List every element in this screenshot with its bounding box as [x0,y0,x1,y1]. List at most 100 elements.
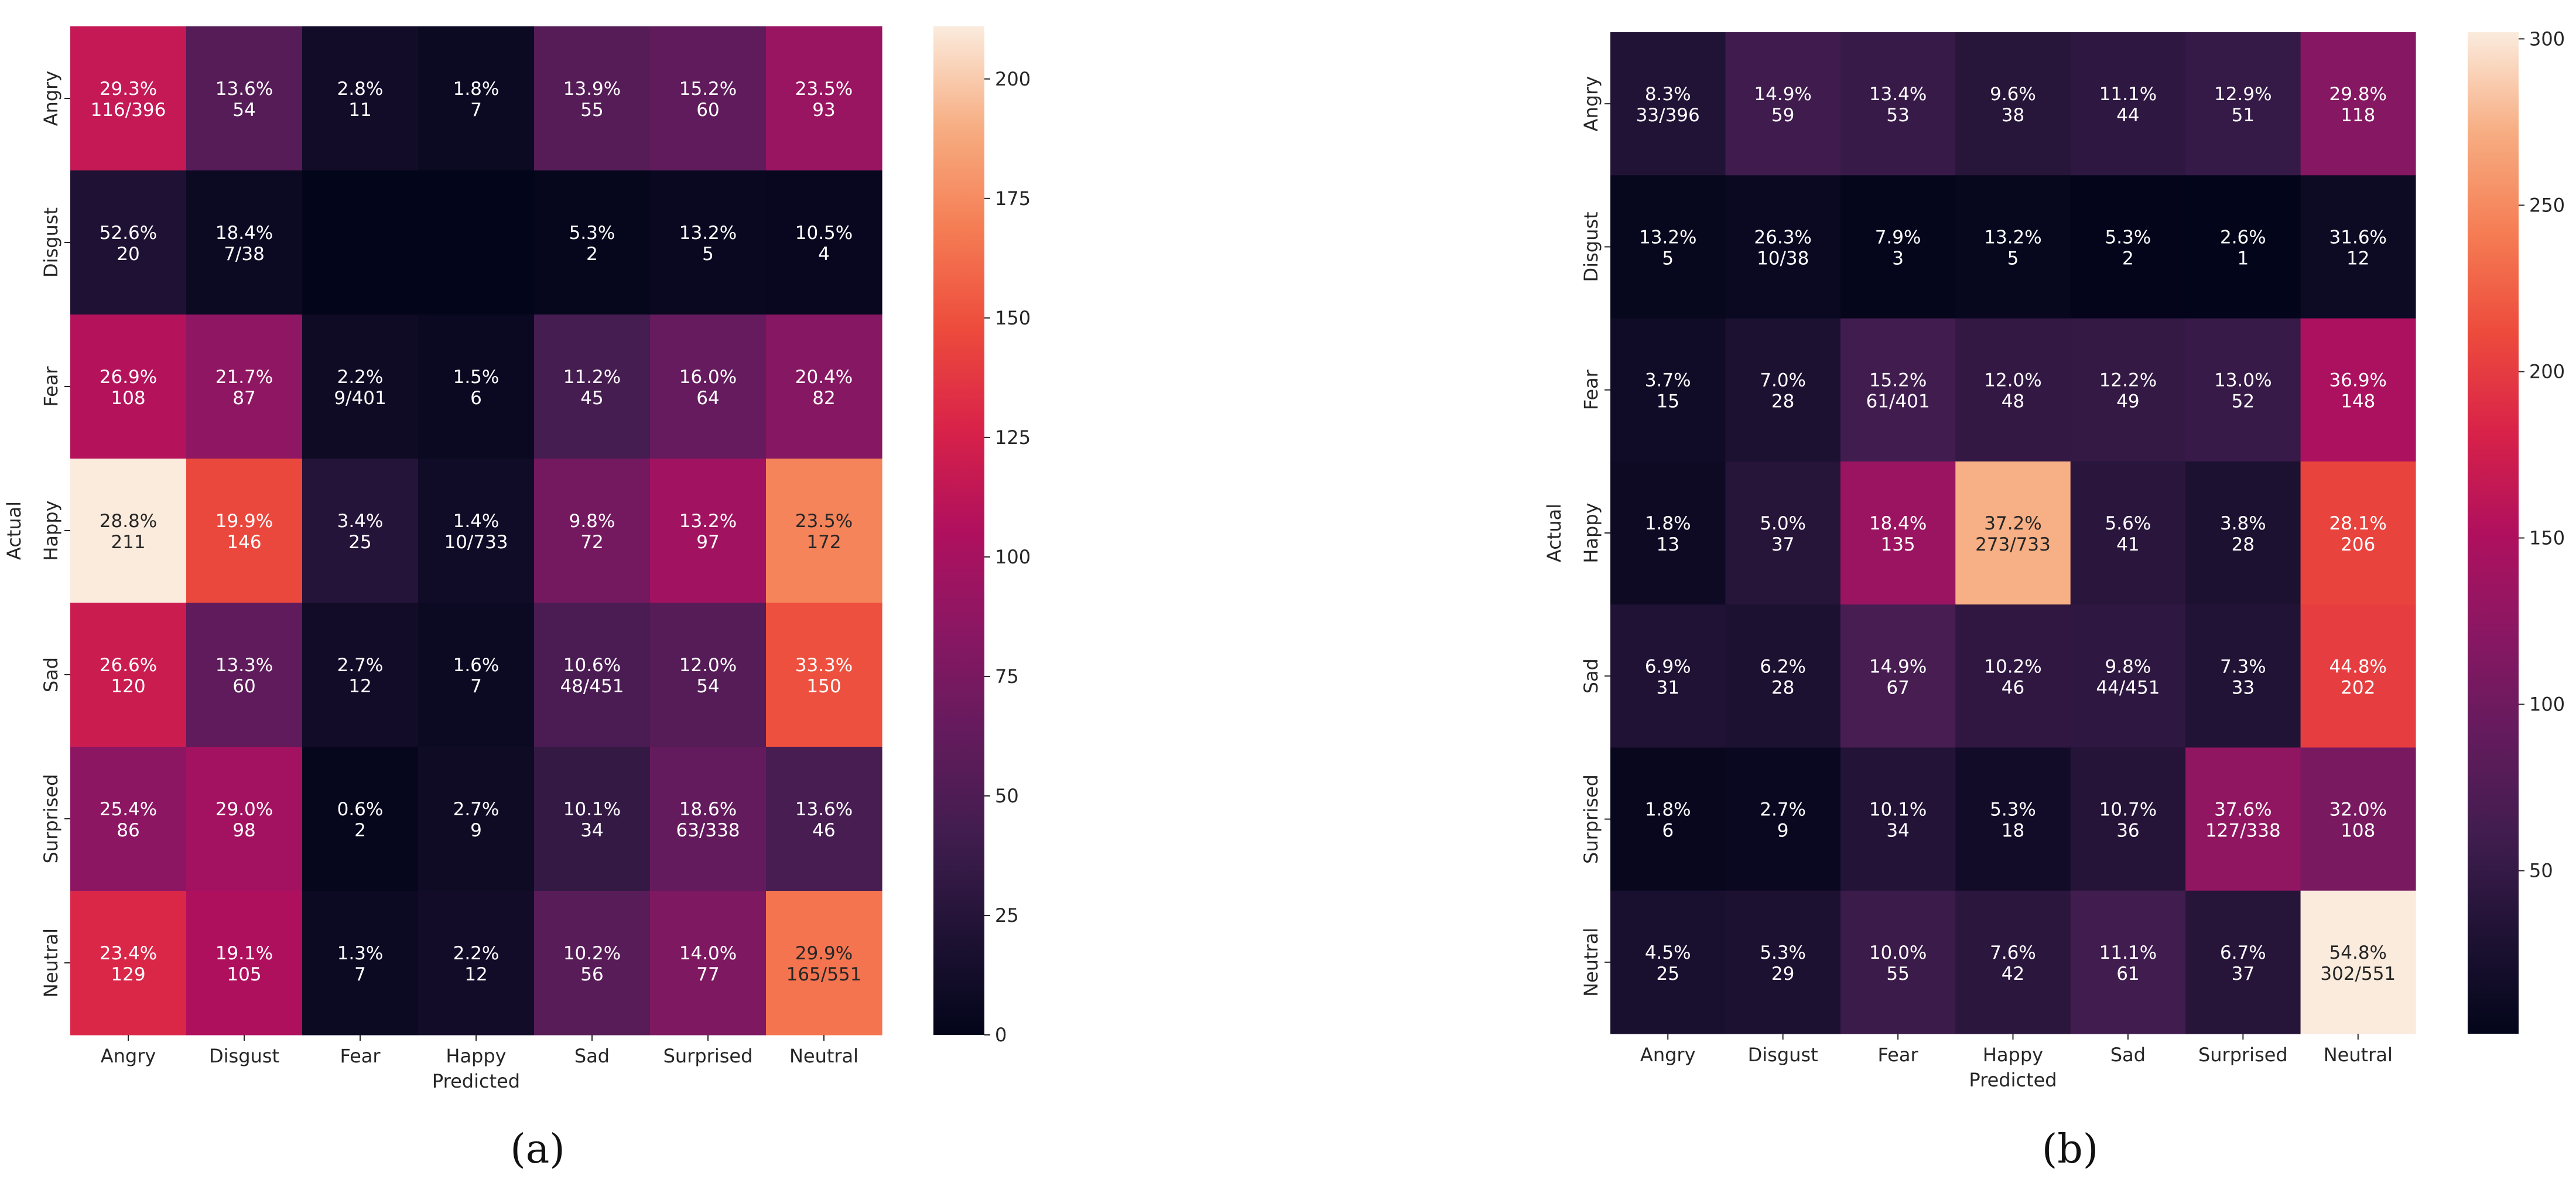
y-axis-label: Actual [1543,504,1565,562]
cell-percent-label: 3.4% [337,511,384,532]
heatmap-cell [650,315,767,459]
cell-count-label: 2 [586,244,598,265]
cell-percent-label: 9.8% [2105,656,2151,677]
cell-count-label: 77 [696,964,719,985]
cell-percent-label: 1.8% [1645,513,1691,534]
heatmap-cell [2185,604,2301,748]
cell-count-label: 302/551 [2320,963,2396,985]
heatmap-cell [1725,32,1841,176]
cell-count-label: 148 [2341,391,2375,412]
cell-percent-label: 23.4% [100,943,157,964]
heatmap-cell [418,315,535,459]
heatmap-cell [186,26,303,171]
heatmap-cell [302,26,419,171]
cell-count-label: 56 [580,964,603,985]
cell-count-label: 116/396 [91,100,166,121]
x-tick-label: Fear [1878,1044,1919,1066]
heatmap-cell [1955,318,2071,462]
y-tick-label: Angry [40,71,62,127]
heatmap-cell [1725,747,1841,891]
cell-count-label: 12 [464,964,487,985]
heatmap-cell [1840,175,1956,319]
colorbar-tick-label: 200 [995,68,1031,90]
cell-percent-label: 32.0% [2329,799,2387,821]
heatmap-cell [650,891,767,1035]
heatmap-cell [534,603,651,747]
heatmap-cell [418,26,535,171]
cell-percent-label: 4.5% [1645,942,1691,963]
heatmap-cell [2185,175,2301,319]
cell-percent-label: 14.9% [1754,84,1811,105]
cell-count-label: 13 [1656,534,1679,555]
cell-percent-label: 18.4% [215,223,273,244]
cell-percent-label: 13.3% [215,655,273,676]
heatmap-cell [70,170,187,315]
cell-count-label: 54 [232,100,255,121]
heatmap-cell [2185,32,2301,176]
cell-percent-label: 11.1% [2099,942,2157,963]
cell-percent-label: 5.3% [1990,799,2036,821]
cell-percent-label: 23.5% [795,511,853,532]
cell-count-label: 11 [348,100,371,121]
cell-percent-label: 2.2% [453,943,500,964]
heatmap-cell [534,170,651,315]
colorbar-tick-label: 50 [2529,860,2553,882]
cell-percent-label: 10.2% [1984,656,2041,677]
cell-count-label: 3 [1892,248,1904,269]
cell-percent-label: 2.7% [337,655,384,676]
cell-count-label: 165/551 [786,964,862,985]
cell-percent-label: 1.8% [1645,799,1691,821]
heatmap-cell [186,315,303,459]
cell-percent-label: 18.4% [1869,513,1927,534]
cell-percent-label: 23.5% [795,78,853,100]
panel-label: (a) [510,1126,565,1173]
x-axis-label: Predicted [432,1070,520,1092]
cell-count-label: 31 [1656,677,1679,698]
cell-count-label: 12 [2346,248,2369,269]
cell-count-label: 64 [696,388,719,409]
heatmap-cell [766,747,882,891]
cell-percent-label: 15.2% [679,78,737,100]
heatmap-cell [766,603,882,747]
cell-percent-label: 9.6% [1990,84,2036,105]
cell-percent-label: 28.1% [2329,513,2387,534]
y-tick-label: Surprised [40,774,62,864]
cell-percent-label: 1.5% [453,367,500,388]
colorbar-tick-label: 150 [995,307,1031,329]
cell-percent-label: 5.6% [2105,513,2151,534]
x-tick-label: Neutral [789,1045,858,1067]
x-tick-label: Disgust [1748,1044,1818,1066]
heatmap-cell [534,26,651,171]
heatmap-cell [2300,604,2416,748]
cell-count-label: 146 [227,532,261,553]
heatmap-cell [650,747,767,891]
cell-percent-label: 1.3% [337,943,384,964]
heatmap-cell [70,26,187,171]
cell-percent-label: 7.0% [1760,370,1806,391]
cell-count-label: 55 [1886,963,1909,985]
x-tick-label: Angry [1640,1044,1696,1066]
colorbar-tick-label: 175 [995,187,1031,210]
heatmap-cell [2070,890,2186,1034]
cell-percent-label: 29.0% [215,799,273,820]
cell-count-label: 97 [696,532,719,553]
cell-percent-label: 2.7% [1760,799,1806,821]
cell-count-label: 18 [2002,821,2024,842]
heatmap-cell [1610,747,1726,891]
cell-count-label: 63/338 [676,820,740,841]
cell-percent-label: 13.2% [679,511,737,532]
cell-percent-label: 0.6% [337,799,384,820]
cell-percent-label: 3.8% [2220,513,2266,534]
colorbar [2468,32,2519,1034]
cell-count-label: 93 [812,100,835,121]
confusion-matrix-a: 29.3%116/39613.6%542.8%111.8%713.9%5515.… [3,26,1031,1173]
heatmap-cell [766,315,882,459]
heatmap-cell [70,459,187,603]
x-tick-label: Happy [1983,1044,2043,1066]
cell-percent-label: 12.2% [2099,370,2157,391]
cell-count-label: 7/38 [224,244,265,265]
heatmap-cell [650,459,767,603]
colorbar-tick-label: 250 [2529,194,2565,216]
heatmap-cell [2300,318,2416,462]
heatmap-cell [766,170,882,315]
